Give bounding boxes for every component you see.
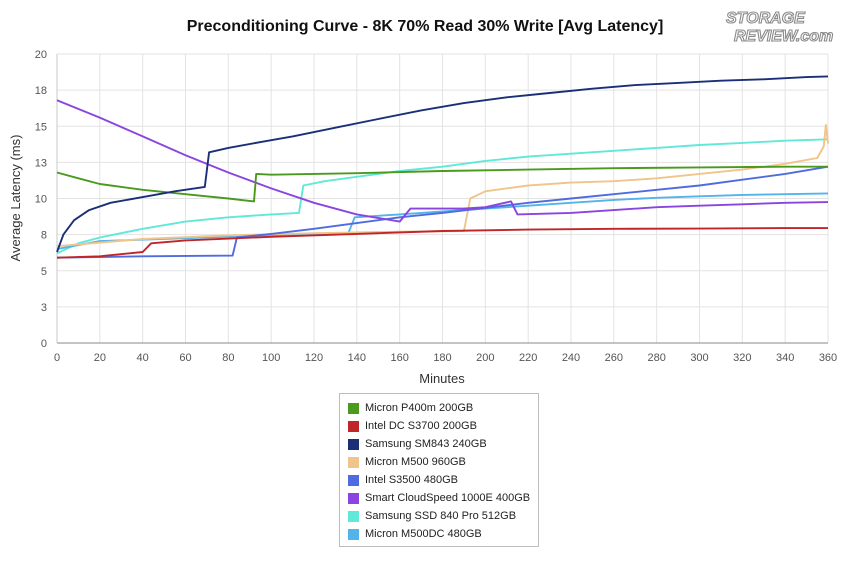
- legend-label: Intel DC S3700 200GB: [365, 420, 477, 432]
- watermark-line2: REVIEW.com: [734, 28, 833, 44]
- series-line: [56, 227, 828, 259]
- x-tick-label: 20: [94, 352, 106, 364]
- legend-label: Samsung SM843 240GB: [365, 438, 487, 450]
- x-axis-label: Minutes: [419, 371, 465, 386]
- x-tick-label: 360: [819, 352, 837, 364]
- x-tick-label: 220: [519, 352, 537, 364]
- legend-label: Micron P400m 200GB: [365, 402, 474, 414]
- legend-swatch: [348, 528, 359, 540]
- series-line: [56, 99, 829, 223]
- y-tick-label: 18: [35, 85, 47, 97]
- legend-item: Micron M500 960GB: [348, 453, 538, 471]
- y-tick-label: 0: [41, 338, 47, 350]
- legend-item: Smart CloudSpeed 1000E 400GB: [348, 489, 538, 507]
- x-tick-label: 260: [605, 352, 623, 364]
- x-tick-label: 320: [733, 352, 751, 364]
- legend-item: Samsung SSD 840 Pro 512GB: [348, 507, 538, 525]
- x-tick-label: 140: [348, 352, 366, 364]
- x-tick-label: 60: [179, 352, 191, 364]
- series-line: [56, 165, 828, 203]
- legend-swatch: [348, 492, 359, 504]
- y-tick-label: 10: [35, 194, 47, 206]
- legend-swatch: [348, 474, 359, 486]
- storagereview-logo: STORAGE REVIEW.com: [725, 9, 833, 44]
- series-line: [56, 138, 829, 255]
- legend-label: Smart CloudSpeed 1000E 400GB: [365, 492, 531, 504]
- x-tick-label: 120: [305, 352, 323, 364]
- y-tick-label: 13: [35, 157, 47, 169]
- x-tick-label: 100: [262, 352, 280, 364]
- legend-label: Micron M500 960GB: [365, 456, 466, 468]
- y-tick-label: 15: [35, 121, 47, 133]
- grid-lines: [56, 53, 829, 344]
- x-tick-label: 80: [222, 352, 234, 364]
- legend-item: Micron P400m 200GB: [348, 399, 538, 417]
- chart-title: Preconditioning Curve - 8K 70% Read 30% …: [186, 18, 664, 35]
- legend-item: Samsung SM843 240GB: [348, 435, 538, 453]
- legend-swatch: [348, 402, 359, 414]
- x-tick-label: 280: [647, 352, 665, 364]
- legend-item: Intel S3500 480GB: [348, 471, 538, 489]
- series-lines: [56, 75, 829, 259]
- series-line: [56, 123, 829, 248]
- y-tick-label: 8: [41, 230, 47, 242]
- y-tick-label: 20: [35, 49, 47, 61]
- legend-swatch: [348, 420, 359, 432]
- legend-label: Intel S3500 480GB: [365, 474, 458, 486]
- x-tick-label: 240: [562, 352, 580, 364]
- watermark-line1: STORAGE: [726, 10, 806, 27]
- y-axis-label: Average Latency (ms): [8, 135, 23, 262]
- x-tick-label: 200: [476, 352, 494, 364]
- x-tick-label: 180: [433, 352, 451, 364]
- legend-swatch: [348, 456, 359, 468]
- legend-label: Micron M500DC 480GB: [365, 528, 482, 540]
- y-tick-label: 5: [41, 266, 47, 278]
- x-tick-label: 300: [690, 352, 708, 364]
- x-tick-label: 160: [390, 352, 408, 364]
- y-tick-label: 3: [41, 302, 47, 314]
- legend-item: Micron M500DC 480GB: [348, 525, 538, 543]
- x-tick-label: 40: [137, 352, 149, 364]
- x-tick-label: 340: [776, 352, 794, 364]
- series-line: [56, 165, 829, 259]
- legend-label: Samsung SSD 840 Pro 512GB: [365, 510, 517, 522]
- series-line: [56, 75, 829, 253]
- legend: Micron P400m 200GB Intel DC S3700 200GB Sa…: [339, 393, 539, 547]
- x-tick-label: 0: [54, 352, 60, 364]
- legend-swatch: [348, 438, 359, 450]
- legend-item: Intel DC S3700 200GB: [348, 417, 538, 435]
- legend-swatch: [348, 510, 359, 522]
